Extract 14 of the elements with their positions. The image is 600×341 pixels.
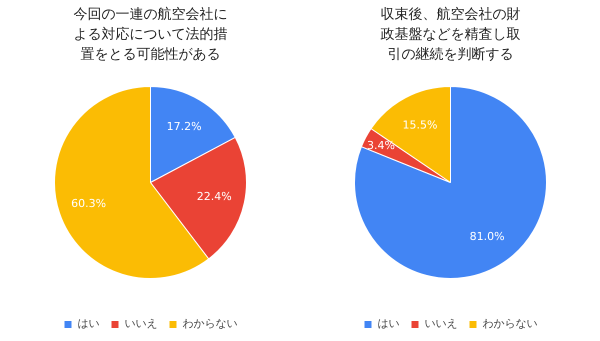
data-label: 22.4% — [196, 190, 232, 203]
legend-label: いいえ — [124, 316, 158, 331]
legend-label: わからない — [182, 316, 238, 331]
legend-label: はい — [78, 316, 100, 331]
data-label: 3.4% — [367, 139, 395, 152]
legend-label: わからない — [482, 316, 538, 331]
data-label: 17.2% — [166, 120, 202, 134]
legend-label: いいえ — [424, 316, 458, 331]
chart-title: 収束後、航空会社の財政基盤などを精査し取引の継続を判断する — [380, 6, 520, 62]
legend-label: はい — [378, 316, 400, 331]
data-label: 60.3% — [71, 196, 106, 210]
data-label: 15.5% — [402, 118, 438, 132]
data-label: 81.0% — [470, 230, 505, 244]
chart-title: 今回の一連の航空会社による対応について法的措置をとる可能性がある — [74, 6, 228, 62]
